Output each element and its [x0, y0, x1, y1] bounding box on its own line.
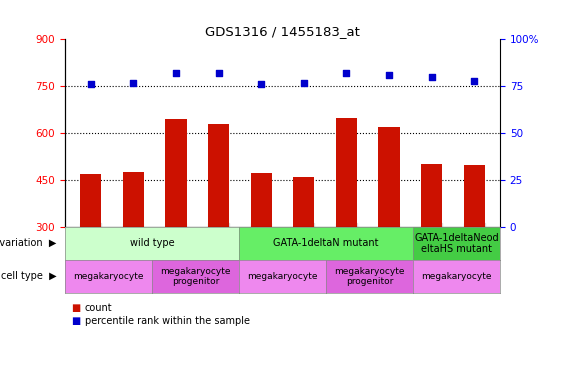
- Text: cell type  ▶: cell type ▶: [1, 272, 57, 281]
- Bar: [123, 172, 144, 227]
- Point: [171, 70, 180, 76]
- Bar: [80, 174, 101, 227]
- Text: count: count: [85, 303, 112, 313]
- Bar: [421, 164, 442, 227]
- Point: [299, 80, 308, 86]
- Point: [385, 72, 394, 78]
- Title: GDS1316 / 1455183_at: GDS1316 / 1455183_at: [205, 25, 360, 38]
- Bar: [208, 124, 229, 227]
- Point: [342, 70, 351, 76]
- Bar: [336, 117, 357, 227]
- Point: [257, 81, 266, 87]
- Text: megakaryocyte: megakaryocyte: [247, 272, 318, 281]
- Bar: [379, 127, 400, 227]
- Point: [470, 78, 479, 84]
- Point: [86, 81, 95, 87]
- Text: wild type: wild type: [130, 238, 174, 248]
- Bar: [293, 177, 315, 227]
- Text: genotype/variation  ▶: genotype/variation ▶: [0, 238, 56, 248]
- Text: megakaryocyte: megakaryocyte: [421, 272, 492, 281]
- Bar: [250, 173, 272, 227]
- Text: ■: ■: [71, 303, 80, 313]
- Bar: [464, 165, 485, 227]
- Text: percentile rank within the sample: percentile rank within the sample: [85, 316, 250, 326]
- Text: GATA-1deltaNeod
eltaHS mutant: GATA-1deltaNeod eltaHS mutant: [414, 232, 499, 254]
- Point: [214, 70, 223, 76]
- Text: ■: ■: [71, 316, 80, 326]
- Point: [129, 80, 138, 86]
- Point: [427, 74, 436, 80]
- Text: megakaryocyte: megakaryocyte: [73, 272, 144, 281]
- Bar: [165, 119, 186, 227]
- Text: megakaryocyte
progenitor: megakaryocyte progenitor: [334, 267, 405, 286]
- Text: GATA-1deltaN mutant: GATA-1deltaN mutant: [273, 238, 379, 248]
- Text: megakaryocyte
progenitor: megakaryocyte progenitor: [160, 267, 231, 286]
